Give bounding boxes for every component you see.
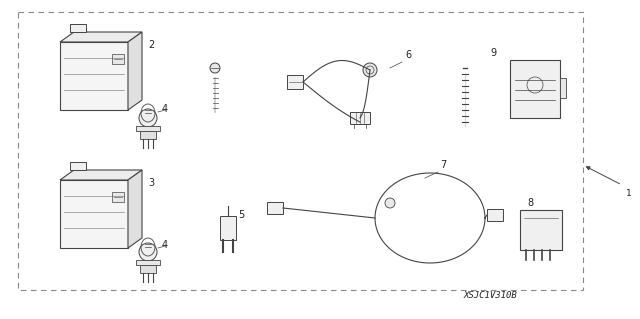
Bar — [220, 216, 236, 240]
Text: XSJC1V310B: XSJC1V310B — [463, 291, 517, 300]
Bar — [136, 260, 160, 265]
Circle shape — [363, 63, 377, 77]
Bar — [267, 202, 283, 214]
Text: 3: 3 — [148, 178, 154, 188]
Bar — [350, 112, 370, 124]
Text: 9: 9 — [490, 48, 496, 58]
Bar — [140, 131, 156, 139]
Polygon shape — [70, 162, 86, 170]
Bar — [510, 60, 560, 118]
Bar — [487, 209, 503, 221]
Text: 8: 8 — [527, 198, 533, 208]
Polygon shape — [60, 170, 142, 180]
Text: 4: 4 — [162, 240, 168, 250]
Bar — [18, 12, 583, 290]
Bar — [112, 54, 124, 64]
Polygon shape — [70, 24, 86, 32]
Text: 6: 6 — [405, 50, 411, 60]
Circle shape — [139, 109, 157, 127]
Text: 7: 7 — [440, 160, 446, 170]
Circle shape — [385, 198, 395, 208]
Text: 4: 4 — [162, 104, 168, 114]
Bar — [136, 126, 160, 131]
Text: 5: 5 — [238, 210, 244, 220]
Bar — [287, 75, 303, 89]
Bar — [140, 265, 156, 273]
FancyBboxPatch shape — [60, 180, 128, 248]
FancyBboxPatch shape — [60, 42, 128, 110]
Circle shape — [210, 63, 220, 73]
Bar — [560, 78, 566, 98]
Polygon shape — [128, 170, 142, 248]
Text: 1: 1 — [626, 189, 632, 198]
Circle shape — [139, 243, 157, 261]
Polygon shape — [60, 32, 142, 42]
Text: 2: 2 — [148, 40, 154, 50]
Bar — [112, 192, 124, 202]
Polygon shape — [128, 32, 142, 110]
Bar — [520, 210, 562, 250]
